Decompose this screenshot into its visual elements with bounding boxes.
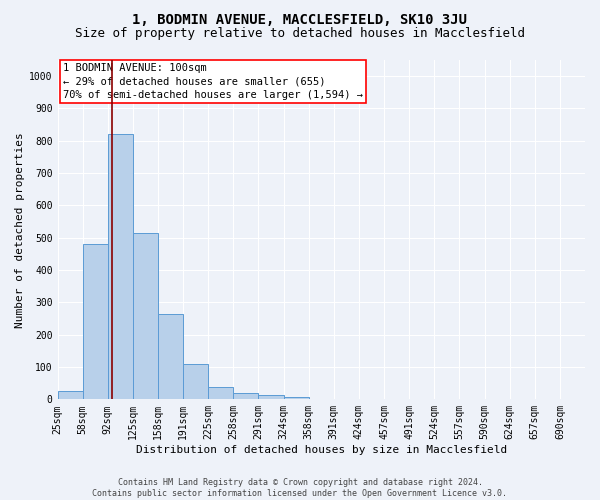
Bar xyxy=(183,364,208,400)
Bar xyxy=(108,134,133,400)
Text: 1 BODMIN AVENUE: 100sqm
← 29% of detached houses are smaller (655)
70% of semi-d: 1 BODMIN AVENUE: 100sqm ← 29% of detache… xyxy=(63,64,363,100)
Text: 1, BODMIN AVENUE, MACCLESFIELD, SK10 3JU: 1, BODMIN AVENUE, MACCLESFIELD, SK10 3JU xyxy=(133,12,467,26)
Bar xyxy=(133,233,158,400)
Bar xyxy=(259,396,284,400)
Bar xyxy=(233,393,259,400)
Bar xyxy=(208,387,233,400)
Text: Contains HM Land Registry data © Crown copyright and database right 2024.
Contai: Contains HM Land Registry data © Crown c… xyxy=(92,478,508,498)
Bar xyxy=(83,244,108,400)
X-axis label: Distribution of detached houses by size in Macclesfield: Distribution of detached houses by size … xyxy=(136,445,507,455)
Bar xyxy=(284,397,309,400)
Bar xyxy=(158,314,183,400)
Text: Size of property relative to detached houses in Macclesfield: Size of property relative to detached ho… xyxy=(75,28,525,40)
Y-axis label: Number of detached properties: Number of detached properties xyxy=(15,132,25,328)
Bar xyxy=(58,392,83,400)
